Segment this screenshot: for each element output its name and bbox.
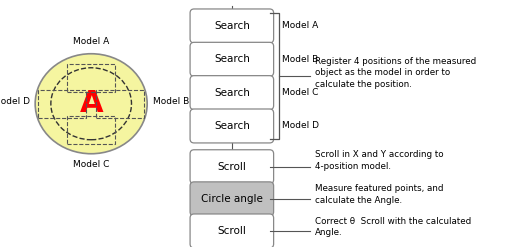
Text: Model D: Model D — [0, 97, 30, 106]
Text: Scroll: Scroll — [217, 226, 246, 236]
FancyBboxPatch shape — [190, 9, 274, 43]
FancyBboxPatch shape — [190, 182, 274, 216]
Text: Model D: Model D — [282, 122, 319, 130]
Text: Model B: Model B — [153, 97, 190, 106]
Text: Measure featured points, and
calculate the Angle.: Measure featured points, and calculate t… — [315, 185, 443, 205]
FancyBboxPatch shape — [190, 214, 274, 247]
Text: Search: Search — [214, 121, 250, 131]
Text: Search: Search — [214, 54, 250, 64]
Text: Model C: Model C — [73, 160, 109, 169]
Text: Search: Search — [214, 88, 250, 98]
Text: Model B: Model B — [282, 55, 318, 64]
Text: Model A: Model A — [282, 21, 318, 30]
Text: Scroll: Scroll — [217, 162, 246, 172]
Text: Model C: Model C — [282, 88, 318, 97]
Text: Correct θ  Scroll with the calculated
Angle.: Correct θ Scroll with the calculated Ang… — [315, 217, 471, 237]
FancyBboxPatch shape — [190, 109, 274, 143]
Ellipse shape — [35, 54, 147, 154]
FancyBboxPatch shape — [190, 42, 274, 76]
Text: Model A: Model A — [73, 37, 109, 46]
Text: A: A — [79, 89, 103, 118]
Text: Scroll in X and Y according to
4-position model.: Scroll in X and Y according to 4-positio… — [315, 150, 443, 171]
FancyBboxPatch shape — [190, 76, 274, 110]
Text: Search: Search — [214, 21, 250, 31]
Text: Register 4 positions of the measured
object as the model in order to
calculate t: Register 4 positions of the measured obj… — [315, 57, 476, 89]
FancyBboxPatch shape — [190, 150, 274, 184]
Text: Circle angle: Circle angle — [201, 194, 263, 204]
